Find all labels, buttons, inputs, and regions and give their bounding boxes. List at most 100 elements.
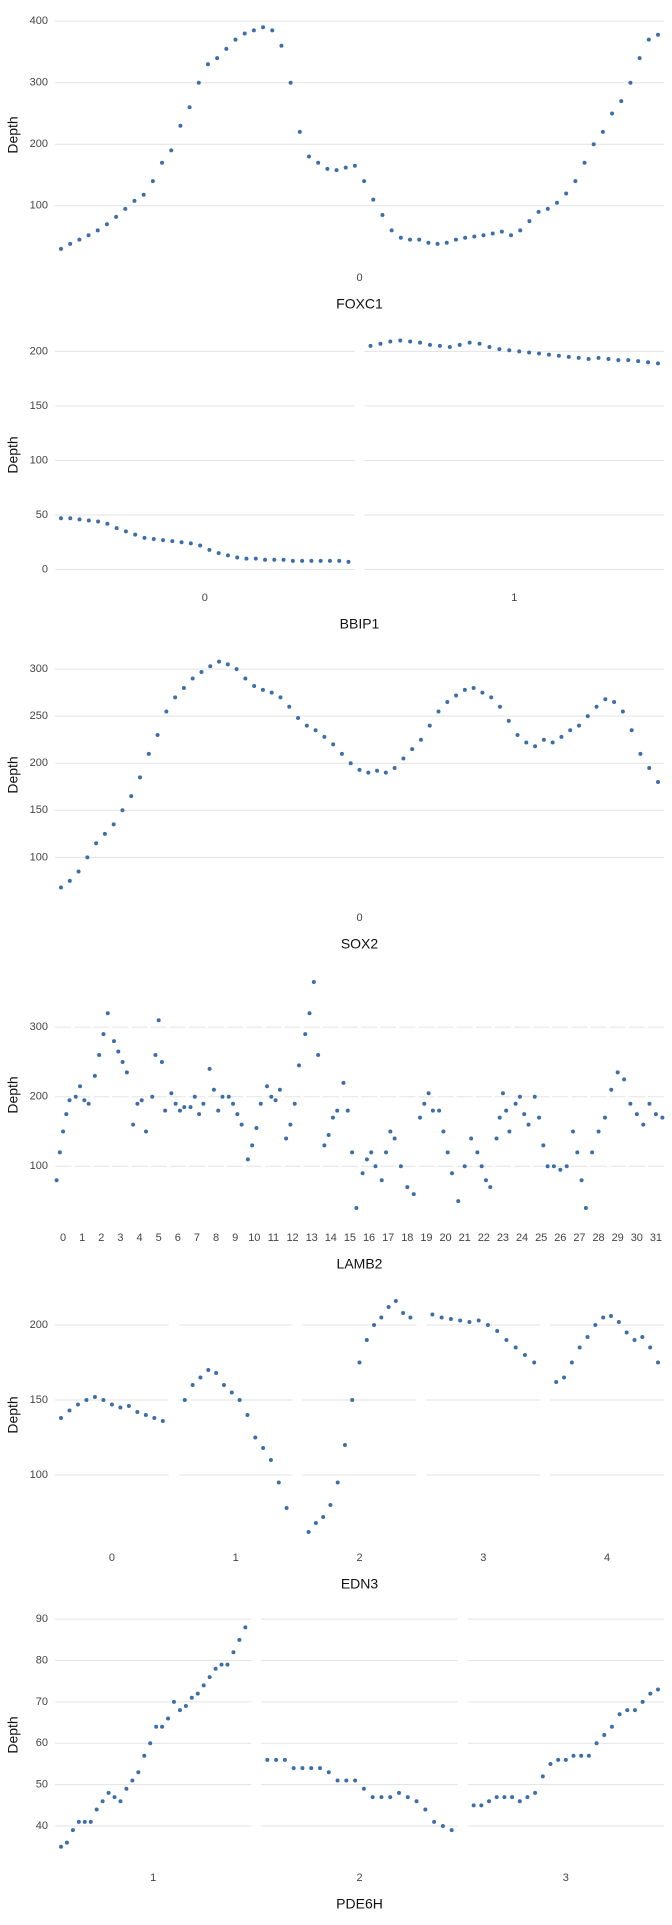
data-point [360, 1171, 365, 1176]
data-point [502, 1795, 507, 1800]
data-point [556, 1757, 561, 1762]
data-point [102, 831, 107, 836]
data-point [456, 1199, 461, 1204]
data-point [190, 1383, 195, 1387]
data-point [346, 559, 351, 564]
data-point [104, 222, 109, 227]
facet-label: 29 [612, 1232, 624, 1244]
data-point [154, 1724, 159, 1729]
facet-label: 13 [306, 1232, 318, 1244]
data-point [533, 744, 538, 749]
data-point [615, 1070, 620, 1075]
data-point [304, 723, 309, 728]
data-point [480, 690, 485, 695]
data-point [120, 1059, 125, 1064]
data-point [454, 693, 459, 698]
data-point [414, 1799, 419, 1804]
data-point [345, 1108, 350, 1113]
data-point [272, 557, 277, 562]
data-point [183, 1704, 188, 1709]
data-point [73, 1094, 78, 1099]
y-axis-title: Depth [5, 1396, 21, 1433]
data-point [97, 1053, 102, 1057]
data-point [76, 869, 81, 874]
facet-label: 1 [233, 1552, 239, 1564]
data-point [383, 770, 388, 775]
data-point [371, 197, 376, 202]
data-point [432, 1819, 437, 1824]
data-point [554, 1380, 559, 1384]
data-point [617, 1712, 622, 1717]
data-point [86, 233, 91, 238]
facet-label: 2 [356, 1552, 362, 1564]
data-point [94, 1807, 99, 1812]
data-point [288, 1122, 293, 1127]
data-point [123, 529, 128, 534]
data-point [616, 358, 621, 363]
data-point [59, 1416, 63, 1420]
data-point [471, 685, 476, 690]
facet-label: 1 [79, 1232, 85, 1244]
data-point [76, 1819, 81, 1824]
data-point [479, 1164, 484, 1169]
data-point [211, 1087, 216, 1092]
data-point [653, 1112, 658, 1117]
facet-label: 12 [286, 1232, 298, 1244]
y-tick-label: 200 [30, 1091, 48, 1103]
data-point [150, 179, 155, 184]
data-point [284, 1506, 289, 1510]
facet-label: 27 [573, 1232, 585, 1244]
data-point [610, 111, 615, 116]
data-point [481, 233, 486, 238]
data-point [602, 1733, 607, 1737]
y-tick-label: 150 [30, 804, 48, 816]
data-point [487, 345, 492, 349]
data-point [656, 1687, 660, 1692]
data-point [235, 555, 240, 560]
data-point [135, 1410, 140, 1414]
data-point [268, 1458, 273, 1462]
data-point [537, 1115, 542, 1120]
facet-label: 4 [137, 1232, 143, 1244]
data-point [556, 353, 561, 358]
data-point [216, 1108, 221, 1113]
data-point [398, 338, 403, 343]
data-point [444, 240, 449, 245]
data-point [182, 1398, 187, 1402]
data-point [123, 206, 128, 211]
data-point [573, 179, 578, 184]
data-point [532, 1360, 537, 1365]
facet-label: 0 [202, 592, 208, 604]
data-point [258, 1101, 263, 1106]
data-point [537, 351, 542, 356]
data-point [362, 179, 367, 184]
data-point [261, 1446, 266, 1450]
y-tick-label: 100 [30, 454, 48, 466]
facet-label: 26 [554, 1232, 566, 1244]
data-point [101, 1398, 106, 1402]
data-point [612, 700, 617, 705]
data-point [142, 535, 147, 540]
data-point [251, 28, 256, 33]
data-point [423, 1807, 428, 1812]
data-point [201, 1683, 206, 1688]
data-point [59, 885, 63, 890]
data-point [435, 241, 440, 246]
data-point [393, 1299, 398, 1303]
data-point [388, 1129, 393, 1134]
data-point [426, 240, 431, 245]
facet-label: 28 [592, 1232, 604, 1244]
data-point [392, 765, 397, 770]
data-point [579, 1753, 584, 1758]
data-point [626, 358, 631, 363]
data-point [335, 1108, 340, 1113]
data-point [656, 780, 660, 785]
data-point [579, 1178, 584, 1183]
data-point [160, 1419, 165, 1423]
data-point [316, 1053, 321, 1057]
data-point [629, 728, 634, 733]
x-axis-title: FOXC1 [336, 296, 383, 312]
data-point [467, 1320, 472, 1324]
data-point [541, 737, 546, 742]
data-point [111, 822, 116, 827]
